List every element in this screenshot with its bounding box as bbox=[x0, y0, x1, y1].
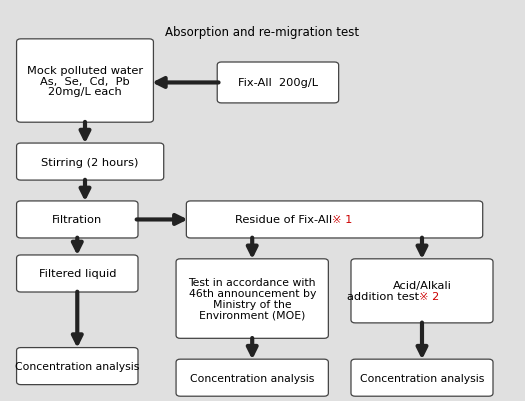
FancyBboxPatch shape bbox=[17, 255, 138, 292]
FancyBboxPatch shape bbox=[176, 259, 328, 338]
FancyBboxPatch shape bbox=[351, 359, 493, 396]
FancyBboxPatch shape bbox=[17, 144, 164, 180]
Text: Fix-All  200g/L: Fix-All 200g/L bbox=[238, 78, 318, 88]
FancyBboxPatch shape bbox=[176, 359, 328, 396]
FancyBboxPatch shape bbox=[217, 63, 339, 103]
FancyBboxPatch shape bbox=[17, 201, 138, 238]
Text: Concentration analysis: Concentration analysis bbox=[360, 373, 484, 383]
Text: Concentration analysis: Concentration analysis bbox=[190, 373, 314, 383]
FancyBboxPatch shape bbox=[351, 259, 493, 323]
Text: Concentration analysis: Concentration analysis bbox=[15, 361, 140, 371]
Text: Ministry of the: Ministry of the bbox=[213, 299, 291, 309]
FancyBboxPatch shape bbox=[186, 201, 482, 238]
Text: Filtration: Filtration bbox=[52, 215, 102, 225]
Text: 46th announcement by: 46th announcement by bbox=[188, 288, 316, 298]
Text: Absorption and re-migration test: Absorption and re-migration test bbox=[165, 26, 360, 38]
Text: Environment (MOE): Environment (MOE) bbox=[199, 310, 306, 320]
Text: 20mg/L each: 20mg/L each bbox=[48, 87, 122, 97]
Text: Residue of Fix-All※ 1: Residue of Fix-All※ 1 bbox=[276, 215, 393, 225]
Text: Filtered liquid: Filtered liquid bbox=[38, 269, 116, 279]
Text: Residue of Fix-All: Residue of Fix-All bbox=[235, 215, 332, 225]
Text: addition test: addition test bbox=[348, 292, 419, 302]
Text: Acid/Alkali: Acid/Alkali bbox=[393, 281, 452, 291]
Text: Mock polluted water: Mock polluted water bbox=[27, 65, 143, 75]
Text: As,  Se,  Cd,  Pb: As, Se, Cd, Pb bbox=[40, 76, 130, 86]
FancyBboxPatch shape bbox=[17, 40, 153, 123]
Text: ※ 1: ※ 1 bbox=[332, 215, 352, 225]
Text: Test in accordance with: Test in accordance with bbox=[188, 277, 316, 288]
Text: ※ 2: ※ 2 bbox=[419, 292, 439, 302]
FancyBboxPatch shape bbox=[17, 348, 138, 385]
Text: Stirring (2 hours): Stirring (2 hours) bbox=[41, 157, 139, 167]
